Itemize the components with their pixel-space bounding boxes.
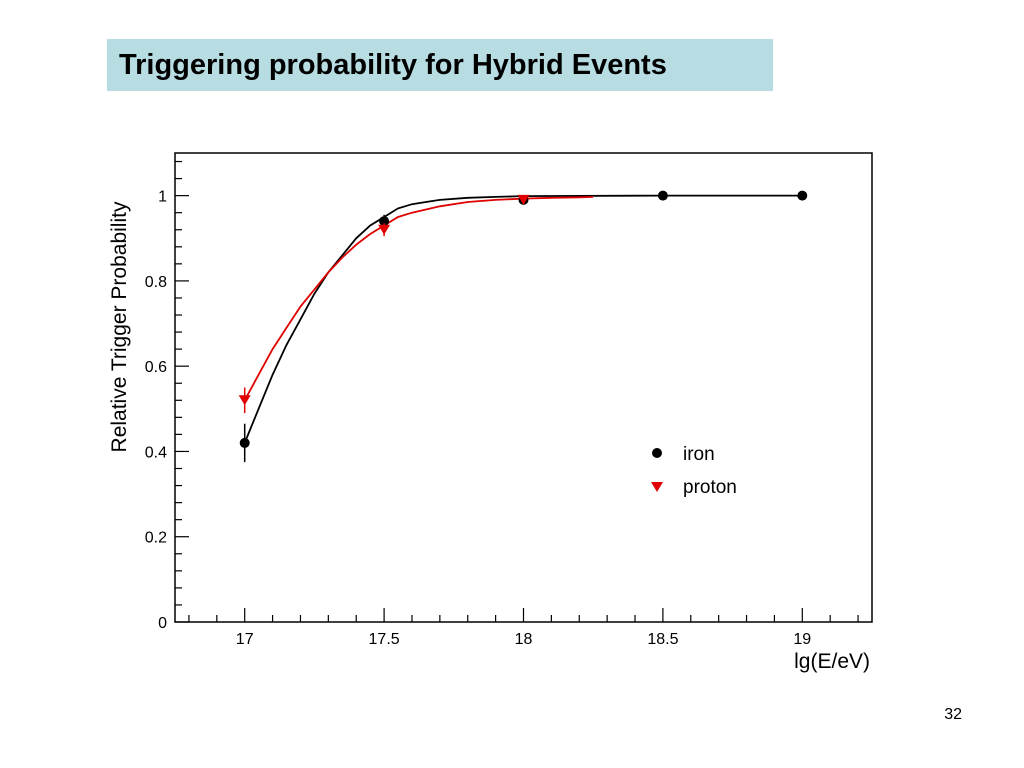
- y-tick-label: 1: [158, 189, 167, 206]
- proton-point: [517, 194, 530, 205]
- proton-point: [238, 395, 251, 406]
- plot-frame: [174, 152, 873, 623]
- iron-point: [657, 190, 668, 201]
- fit-curves: [243, 194, 803, 444]
- iron-fit-curve: [243, 194, 803, 444]
- legend-iron-label: iron: [683, 444, 715, 465]
- x-tick-label: 18.5: [647, 631, 678, 648]
- y-tick-label: 0.4: [145, 444, 167, 461]
- legend-iron-marker: [652, 448, 662, 458]
- legend: iron proton: [651, 444, 737, 498]
- x-axis-ticks: 17 17.5 18 18.5 19: [188, 608, 859, 648]
- y-tick-label: 0: [158, 615, 167, 632]
- data-points: [238, 190, 808, 463]
- y-tick-label: 0.8: [145, 274, 167, 291]
- y-tick-label: 0.6: [145, 359, 167, 376]
- page-number: 32: [944, 706, 962, 723]
- proton-fit-curve: [243, 196, 594, 401]
- y-tick-label: 0.2: [145, 530, 167, 547]
- x-axis-label: lg(E/eV): [794, 650, 870, 673]
- x-tick-label: 18: [515, 631, 533, 648]
- proton-point: [378, 224, 391, 235]
- iron-point: [797, 190, 808, 201]
- x-tick-label: 17.5: [369, 631, 400, 648]
- y-axis-ticks: 0 0.2 0.4 0.6 0.8 1: [145, 160, 189, 632]
- legend-proton-label: proton: [683, 477, 737, 498]
- x-tick-label: 19: [793, 631, 811, 648]
- iron-point: [239, 437, 250, 448]
- iron-point: [379, 216, 390, 227]
- legend-proton-marker: [651, 482, 663, 492]
- y-axis-label: Relative Trigger Probability: [108, 201, 131, 452]
- x-tick-label: 17: [236, 631, 254, 648]
- slide-title: Triggering probability for Hybrid Events: [107, 39, 773, 91]
